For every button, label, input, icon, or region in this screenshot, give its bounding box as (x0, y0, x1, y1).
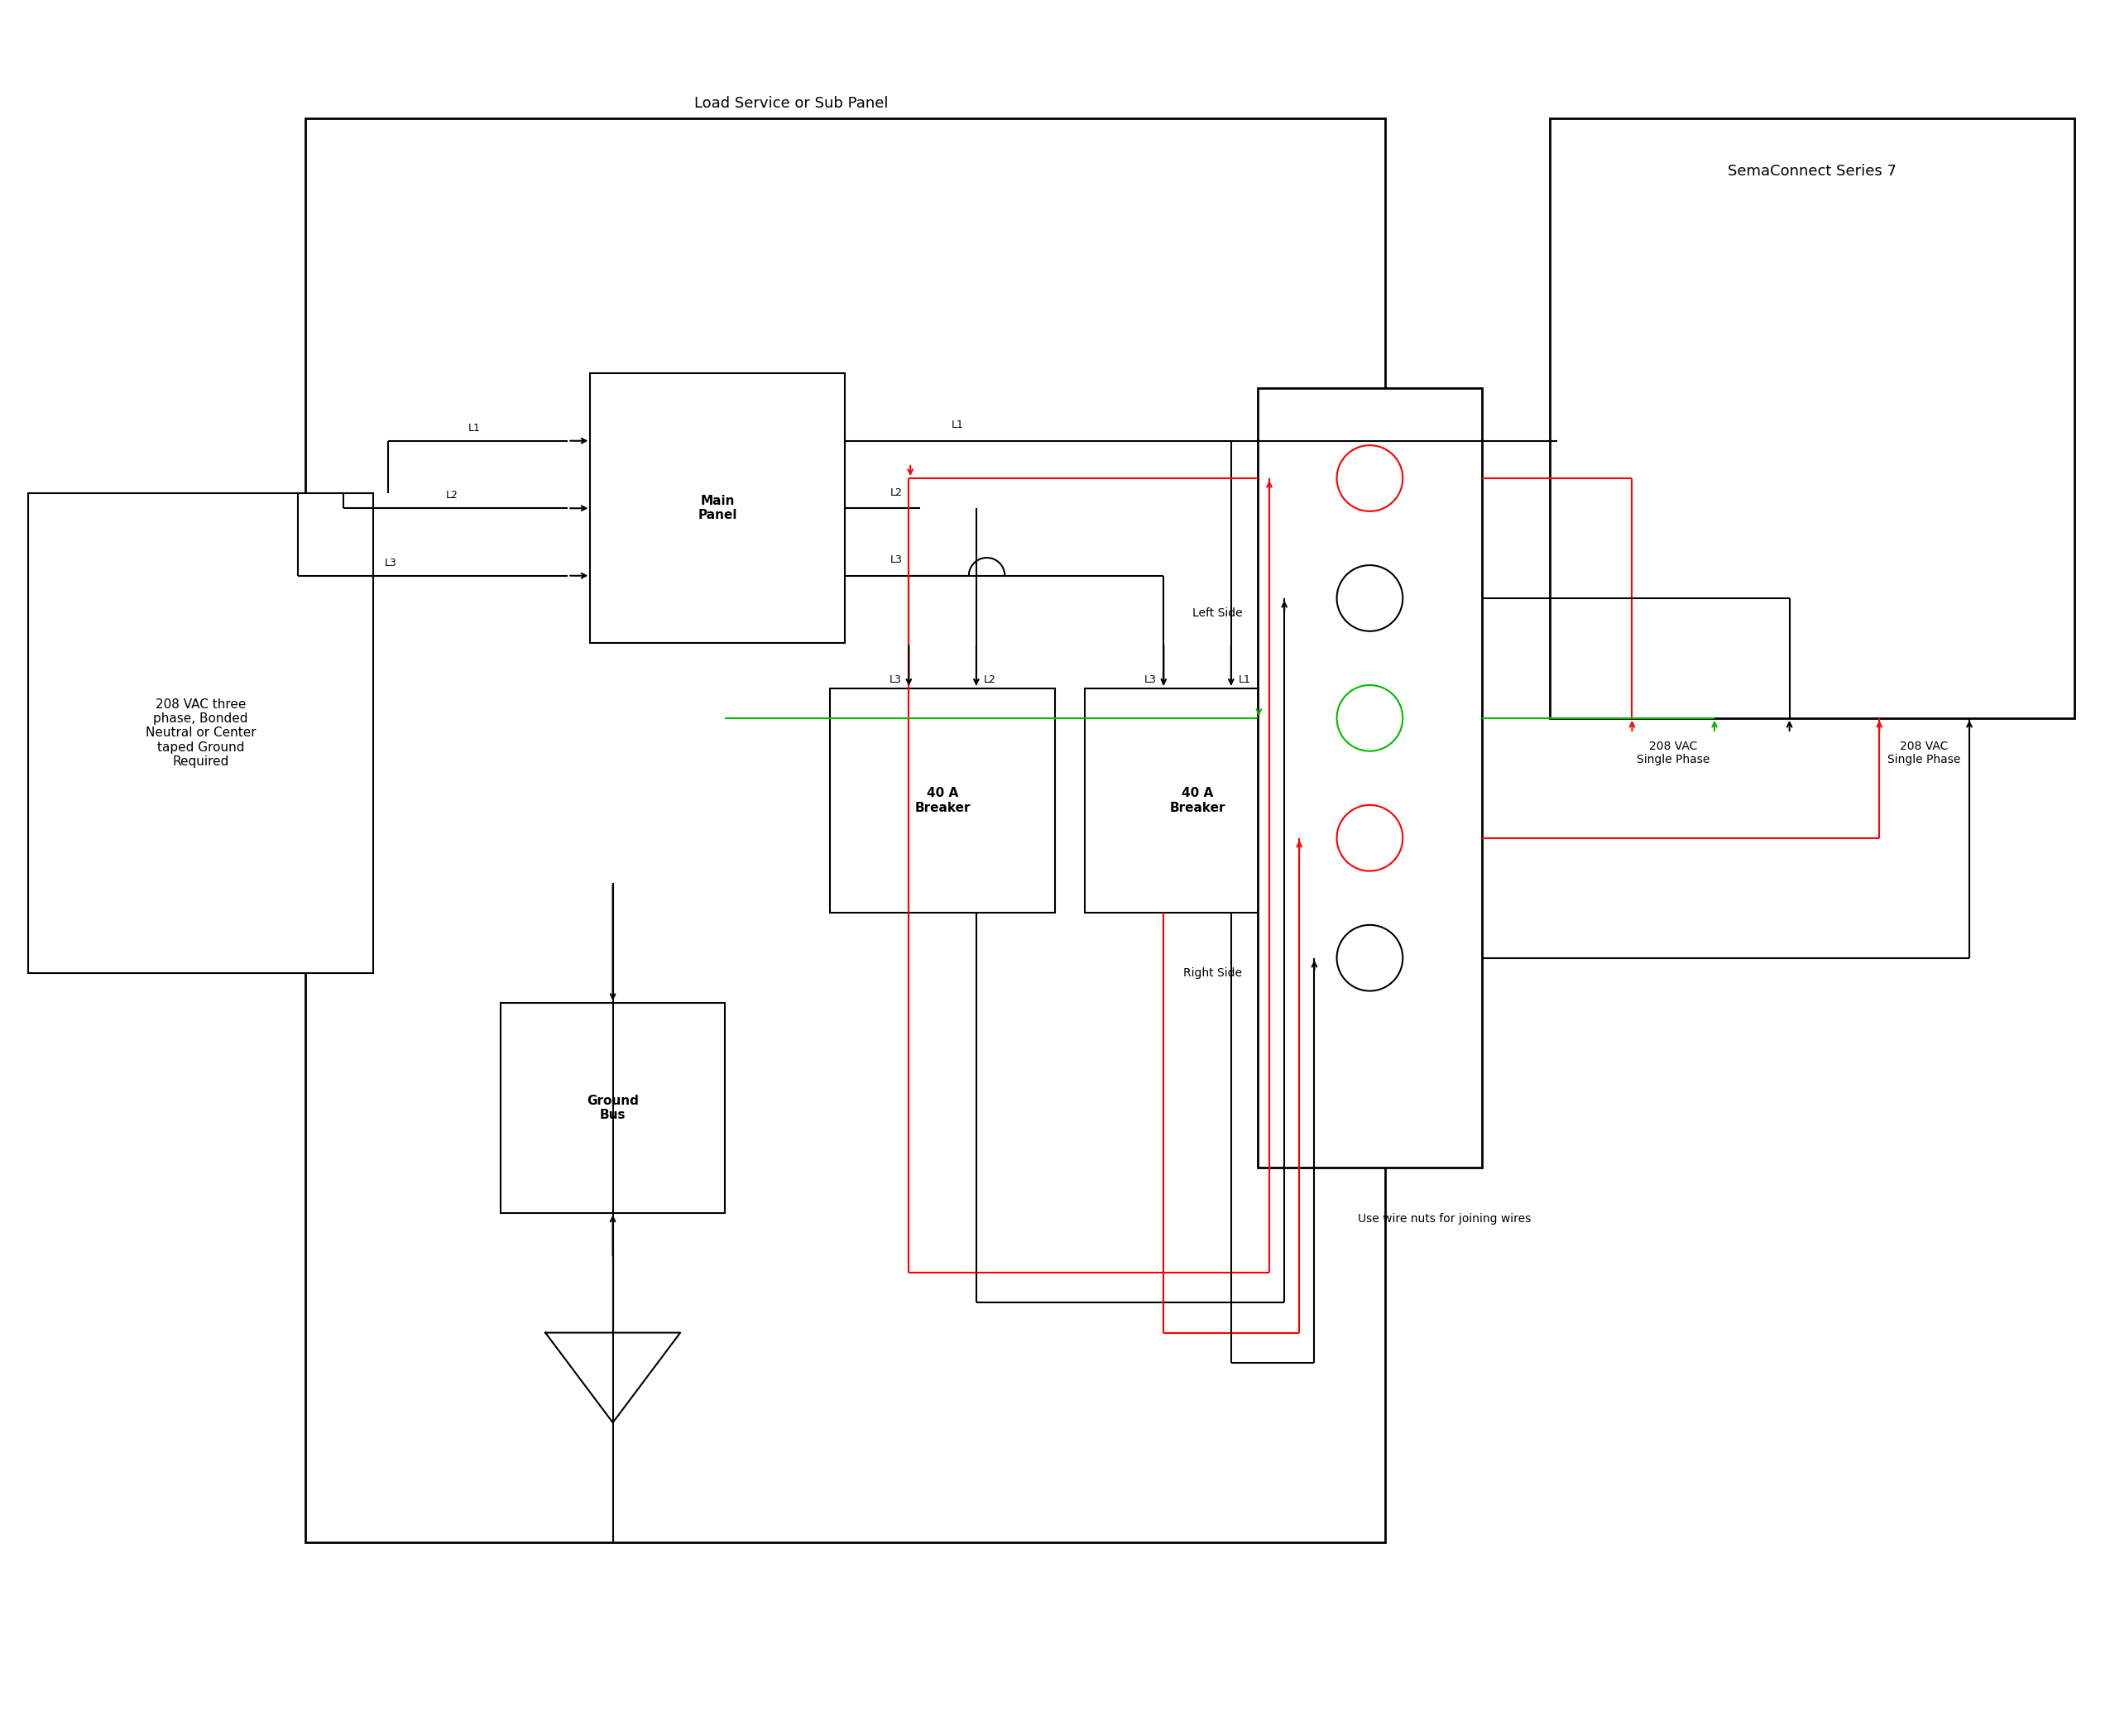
Text: L1: L1 (468, 422, 481, 434)
Circle shape (1338, 566, 1403, 632)
Text: Main
Panel: Main Panel (698, 495, 736, 521)
Text: Right Side: Right Side (1184, 967, 1243, 979)
Text: SemaConnect Series 7: SemaConnect Series 7 (1728, 163, 1897, 179)
Text: 208 VAC
Single Phase: 208 VAC Single Phase (1637, 741, 1709, 766)
Text: L3: L3 (888, 674, 901, 686)
Text: 208 VAC
Single Phase: 208 VAC Single Phase (1888, 741, 1960, 766)
Text: L3: L3 (1144, 674, 1156, 686)
Text: L1: L1 (952, 420, 964, 431)
Bar (1258, 389, 1481, 1168)
Bar (1549, 118, 2074, 719)
Text: L2: L2 (890, 488, 903, 498)
Bar (27, 493, 373, 972)
Bar (829, 687, 1055, 913)
Text: L3: L3 (890, 554, 903, 566)
Text: L3: L3 (384, 557, 397, 568)
Text: Use wire nuts for joining wires: Use wire nuts for joining wires (1359, 1213, 1532, 1224)
Bar (306, 118, 1384, 1543)
Text: L1: L1 (1239, 674, 1251, 686)
Circle shape (1338, 686, 1403, 752)
Circle shape (1338, 925, 1403, 991)
Circle shape (1338, 806, 1403, 871)
Text: L2: L2 (445, 490, 458, 500)
Text: L2: L2 (983, 674, 996, 686)
Text: 40 A
Breaker: 40 A Breaker (914, 786, 971, 814)
Text: Ground
Bus: Ground Bus (587, 1094, 639, 1121)
Bar (591, 373, 846, 642)
Text: 208 VAC three
phase, Bonded
Neutral or Center
taped Ground
Required: 208 VAC three phase, Bonded Neutral or C… (146, 698, 255, 767)
Text: Left Side: Left Side (1192, 608, 1243, 620)
Text: 40 A
Breaker: 40 A Breaker (1169, 786, 1226, 814)
Text: Load Service or Sub Panel: Load Service or Sub Panel (694, 95, 888, 111)
Bar (500, 1003, 726, 1213)
Bar (1085, 687, 1310, 913)
Circle shape (1338, 446, 1403, 512)
